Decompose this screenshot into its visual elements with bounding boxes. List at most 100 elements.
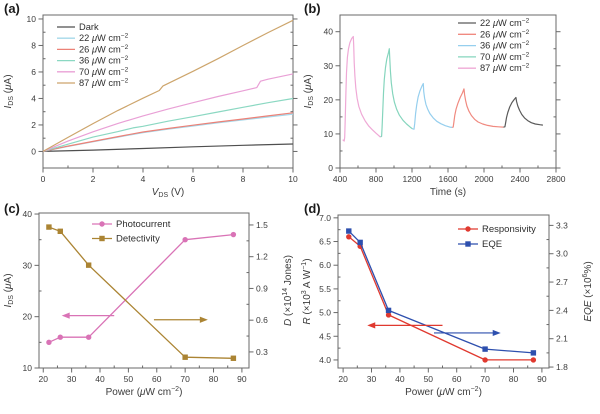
x-tick-label: 20 [39,374,49,384]
y-tick-label: 6 [31,67,36,77]
y-tick-label: 4 [31,93,36,103]
legend-label: Photocurrent [116,219,171,230]
x-tick-label: 4 [141,174,146,184]
panel-c-chart: 20 30 40 50 60 70 80 90 10 20 30 40 0.3 0.6 0.9 1.2 1.5 P… [3,209,294,398]
x-axis-title: Power (μW cm−2) [405,386,482,398]
annotations [61,312,208,323]
plot-frame [339,14,557,169]
y-axis-title: IDS (μA) [303,74,315,108]
y-right-tick-label: 3.0 [556,249,568,259]
y-tick-label: 10 [324,129,334,139]
series-line-1 [42,113,294,152]
x-tick-label: 50 [424,374,434,384]
y-tick-label: 5.0 [319,308,331,318]
y-tick-label: 0 [31,146,36,156]
y-tick-label: 6.5 [319,237,331,247]
panel-b: (b) 400 800 1200 1600 2000 2400 2800 0 10 20 30 40 T… [300,0,600,200]
y-right-tick-label: 3.3 [556,220,568,230]
x-tick-label: 50 [124,374,134,384]
series-line-0 [42,143,294,152]
y-tick-label: 10 [27,14,37,24]
legend-label: 70 μW cm−2 [79,66,129,77]
axes: 400 800 1200 1600 2000 2400 2800 0 10 20 30 40 Time … [303,14,566,198]
legend-label: EQE [482,239,502,250]
series-line-1 [48,226,234,359]
x-tick-label: 70 [480,374,490,384]
y-right-tick-label: 2.4 [556,305,568,315]
x-axis-title: VDS (V) [152,187,185,199]
panel-b-label: (b) [304,1,321,16]
y-tick-label: 7.0 [319,213,331,223]
x-tick-label: 90 [237,374,247,384]
legend-label: 26 μW cm−2 [480,29,530,40]
legend-label: 87 μW cm−2 [79,77,129,88]
x-tick-label: 60 [452,374,462,384]
legend: 22 μW cm−226 μW cm−236 μW cm−270 μW cm−2… [458,17,530,73]
x-tick-label: 800 [369,174,383,184]
x-axis-title: Time (s) [430,187,466,198]
series-line-0 [348,236,534,361]
y-tick-label: 40 [324,27,334,37]
panel-d-label: (d) [304,201,321,216]
legend-label: Dark [79,22,99,32]
legend-label: 87 μW cm−2 [480,63,530,74]
panel-c: (c) 20 30 40 50 60 70 80 90 10 20 30 40 0.3 0.6 0.9 1.2… [0,200,300,414]
series [46,224,237,361]
y-tick-label: 30 [324,61,334,71]
y-right-tick-label: 0.9 [256,283,268,293]
x-tick-label: 30 [67,374,77,384]
legend-label: 70 μW cm−2 [480,51,530,62]
x-tick-label: 0 [41,174,46,184]
y-tick-label: 0 [328,163,333,173]
x-tick-label: 6 [191,174,196,184]
x-tick-label: 80 [209,374,219,384]
y-tick-label: 5.5 [319,284,331,294]
legend-label: 36 μW cm−2 [480,40,530,51]
y-tick-label: 8 [31,40,36,50]
legend-label: 36 μW cm−2 [79,55,129,66]
series-line-3 [42,97,294,152]
legend-label: 26 μW cm−2 [79,44,129,55]
series-line-2 [42,112,294,152]
x-tick-label: 8 [241,174,246,184]
series-line-5 [42,19,294,152]
x-tick-label: 2400 [511,174,530,184]
x-tick-label: 2000 [475,174,494,184]
panel-a-label: (a) [4,1,20,16]
panel-c-label: (c) [4,201,20,216]
y-right-tick-label: 0.6 [256,315,268,325]
y-tick-label: 10 [23,363,33,373]
series-line-2 [412,82,453,130]
x-tick-label: 40 [395,374,405,384]
series-line-3 [380,48,413,138]
direction-arrow [492,329,501,337]
plot-frame [337,214,550,369]
series [342,35,543,142]
x-tick-label: 30 [367,374,377,384]
panel-d-chart: 20 30 40 50 60 70 80 90 4.0 4.5 5.0 5.5 6.0 6.5 7.0 1.8… [301,213,594,398]
y-right-tick-label: 1.5 [256,220,268,230]
series-line-4 [42,73,294,152]
y-right-tick-label: 2.7 [556,277,568,287]
y-tick-label: 6.0 [319,260,331,270]
y-tick-label: 4.5 [319,331,331,341]
x-axis-title: Power (μW cm−2) [106,386,183,398]
x-tick-label: 80 [509,374,519,384]
y-tick-label: 4.0 [319,355,331,365]
x-tick-label: 1200 [403,174,422,184]
series-line-1 [348,230,534,354]
annotations [367,322,501,337]
x-tick-label: 20 [338,374,348,384]
panel-d: (d) 20 30 40 50 60 70 80 90 4.0 4.5 5.0 5.5 6.0 6.5 7.… [300,200,600,414]
x-tick-label: 400 [333,174,347,184]
direction-arrow [61,312,70,319]
y-tick-label: 30 [23,260,33,270]
y-right-axis-title: D (×1014 Jones) [282,255,294,326]
axes: 0 2 4 6 8 10 0 2 4 6 8 10 VDS (V) IDS (μA) [3,14,298,199]
x-tick-label: 1600 [439,174,458,184]
panel-a: (a) 0 2 4 6 8 10 0 2 4 6 8 10 VDS (V) IDS (μA) Dark 22 … [0,0,300,200]
x-tick-label: 70 [180,374,190,384]
series-line-4 [342,35,381,142]
series [42,19,294,152]
